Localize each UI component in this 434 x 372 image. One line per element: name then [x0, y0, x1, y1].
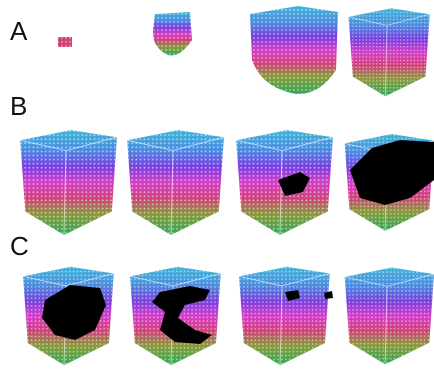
growth-stage	[153, 12, 192, 55]
panel-label: A	[10, 16, 28, 46]
cube	[239, 267, 330, 365]
growth-stage	[58, 37, 72, 47]
cube	[127, 130, 224, 235]
figure: A B C	[0, 0, 434, 367]
panel-label: B	[10, 91, 27, 121]
page: A B C (() => { const data = JSON.parse(d…	[0, 0, 434, 367]
cube	[345, 268, 434, 365]
cube	[20, 130, 117, 235]
growth-stage	[250, 6, 338, 94]
panel-label: C	[10, 231, 29, 261]
cube	[349, 8, 430, 96]
